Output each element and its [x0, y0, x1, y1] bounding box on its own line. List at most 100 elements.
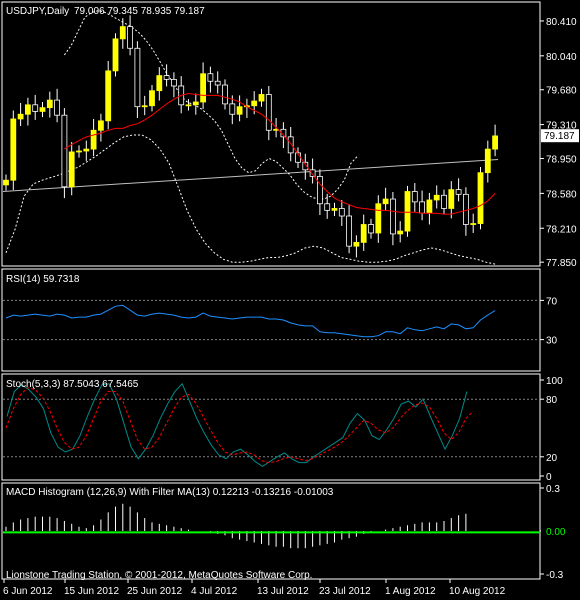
- candle-body: [302, 161, 309, 171]
- candle-body: [353, 241, 360, 247]
- candle-body: [484, 148, 491, 174]
- candle-body: [98, 120, 104, 131]
- price-panel: [1, 1, 541, 267]
- ohlc-header: 79.006 79.345 78.935 79.187: [74, 6, 205, 17]
- rsi-line: [5, 304, 496, 338]
- price-series: [2, 10, 499, 265]
- candle-body: [127, 26, 133, 49]
- footer-copyright: Lionstone Trading Station, © 2001-2012, …: [6, 570, 312, 581]
- candle-body: [258, 94, 265, 102]
- y-tick-label: 80.410: [546, 17, 577, 28]
- candle-body: [375, 203, 382, 234]
- stoch-tick-label: 20: [546, 453, 558, 464]
- macd-tick-label: -0.3: [546, 570, 564, 581]
- stoch-tick-label: 100: [546, 376, 563, 387]
- y-tick-label: 80.040: [546, 52, 577, 63]
- axes: 80.410 80.040 79.680 79.310 78.950 78.580 78.2…: [3, 17, 579, 597]
- candle-body: [24, 104, 31, 115]
- candle-body: [419, 201, 426, 214]
- candle-body: [134, 47, 141, 108]
- candle-body: [119, 26, 126, 40]
- rsi-series: [3, 299, 540, 341]
- candle-body: [156, 75, 163, 92]
- y-tick-label: 77.850: [546, 258, 577, 269]
- stoch-signal-line: [5, 387, 474, 464]
- candle-body: [61, 114, 68, 188]
- candle-body: [149, 90, 155, 107]
- candle-body: [68, 151, 75, 188]
- current-price-box: [541, 129, 579, 143]
- rsi-title: RSI(14) 59.7318: [6, 274, 80, 285]
- candle-body: [309, 169, 316, 177]
- candle-body: [346, 215, 353, 247]
- x-tick-label: 10 Aug 2012: [449, 586, 506, 597]
- candle-body: [338, 208, 345, 217]
- candle-body: [324, 203, 331, 211]
- candle-body: [141, 105, 148, 108]
- rsi-panel: [1, 268, 541, 372]
- candle-body: [3, 179, 9, 186]
- x-tick-label: 6 Jun 2012: [3, 586, 53, 597]
- candle-body: [397, 230, 404, 235]
- candle-body: [32, 104, 39, 112]
- candle-body: [448, 189, 455, 209]
- candle-body: [368, 224, 374, 234]
- candle-body: [316, 176, 323, 205]
- red-moving-average: [64, 92, 496, 215]
- candle-body: [39, 107, 46, 112]
- y-tick-label: 78.950: [546, 155, 577, 166]
- candle-body: [360, 224, 367, 243]
- y-tick-label: 78.580: [546, 189, 577, 200]
- rsi-tick-label: 70: [546, 296, 558, 307]
- candle-body: [54, 99, 60, 116]
- candle-body: [470, 223, 477, 225]
- candle-body: [382, 198, 389, 205]
- lower-band: [5, 134, 496, 265]
- candle-body: [462, 193, 469, 225]
- candle-body: [46, 99, 53, 109]
- macd-series: [3, 503, 540, 549]
- candle-body: [112, 38, 119, 72]
- candle-body: [404, 191, 411, 232]
- candle-body: [17, 113, 24, 120]
- candle-body: [265, 94, 272, 131]
- candle-body: [10, 118, 17, 181]
- x-tick-label: 25 Jun 2012: [127, 586, 182, 597]
- candle-body: [192, 101, 199, 106]
- x-tick-label: 13 Jul 2012: [257, 586, 309, 597]
- long-moving-average: [2, 158, 499, 193]
- candle-body: [433, 194, 440, 201]
- current-price-label: 79.187: [544, 131, 575, 142]
- candle-body: [200, 73, 207, 103]
- y-tick-label: 78.210: [546, 224, 577, 235]
- y-tick-label: 79.310: [546, 121, 577, 132]
- candle-body: [76, 150, 82, 153]
- candle-body: [492, 135, 499, 150]
- stoch-main-line: [6, 382, 468, 467]
- candle-body: [287, 136, 294, 154]
- macd-title: MACD Histogram (12,26,9) With Filter MA(…: [6, 487, 334, 498]
- x-tick-label: 15 Jun 2012: [64, 586, 119, 597]
- candle-body: [411, 191, 418, 203]
- candle-body: [441, 194, 447, 209]
- candle-body: [83, 148, 90, 152]
- macd-zero-box: [541, 525, 567, 537]
- candle-body: [170, 78, 177, 87]
- price-title: USDJPY,Daily: [6, 6, 69, 17]
- candle-body: [207, 73, 214, 82]
- candle-body: [90, 129, 97, 150]
- x-tick-label: 4 Jul 2012: [191, 586, 238, 597]
- candle-body: [222, 84, 228, 105]
- macd-tick-label: 0.3: [546, 484, 560, 495]
- candle-body: [229, 103, 236, 115]
- y-tick-label: 79.680: [546, 86, 577, 97]
- rsi-tick-label: 30: [546, 336, 558, 347]
- candle-body: [426, 199, 433, 214]
- candle-body: [163, 75, 170, 80]
- candle-body: [214, 80, 221, 86]
- candle-body: [185, 104, 192, 107]
- candle-body: [389, 198, 396, 235]
- x-tick-label: 23 Jul 2012: [319, 586, 371, 597]
